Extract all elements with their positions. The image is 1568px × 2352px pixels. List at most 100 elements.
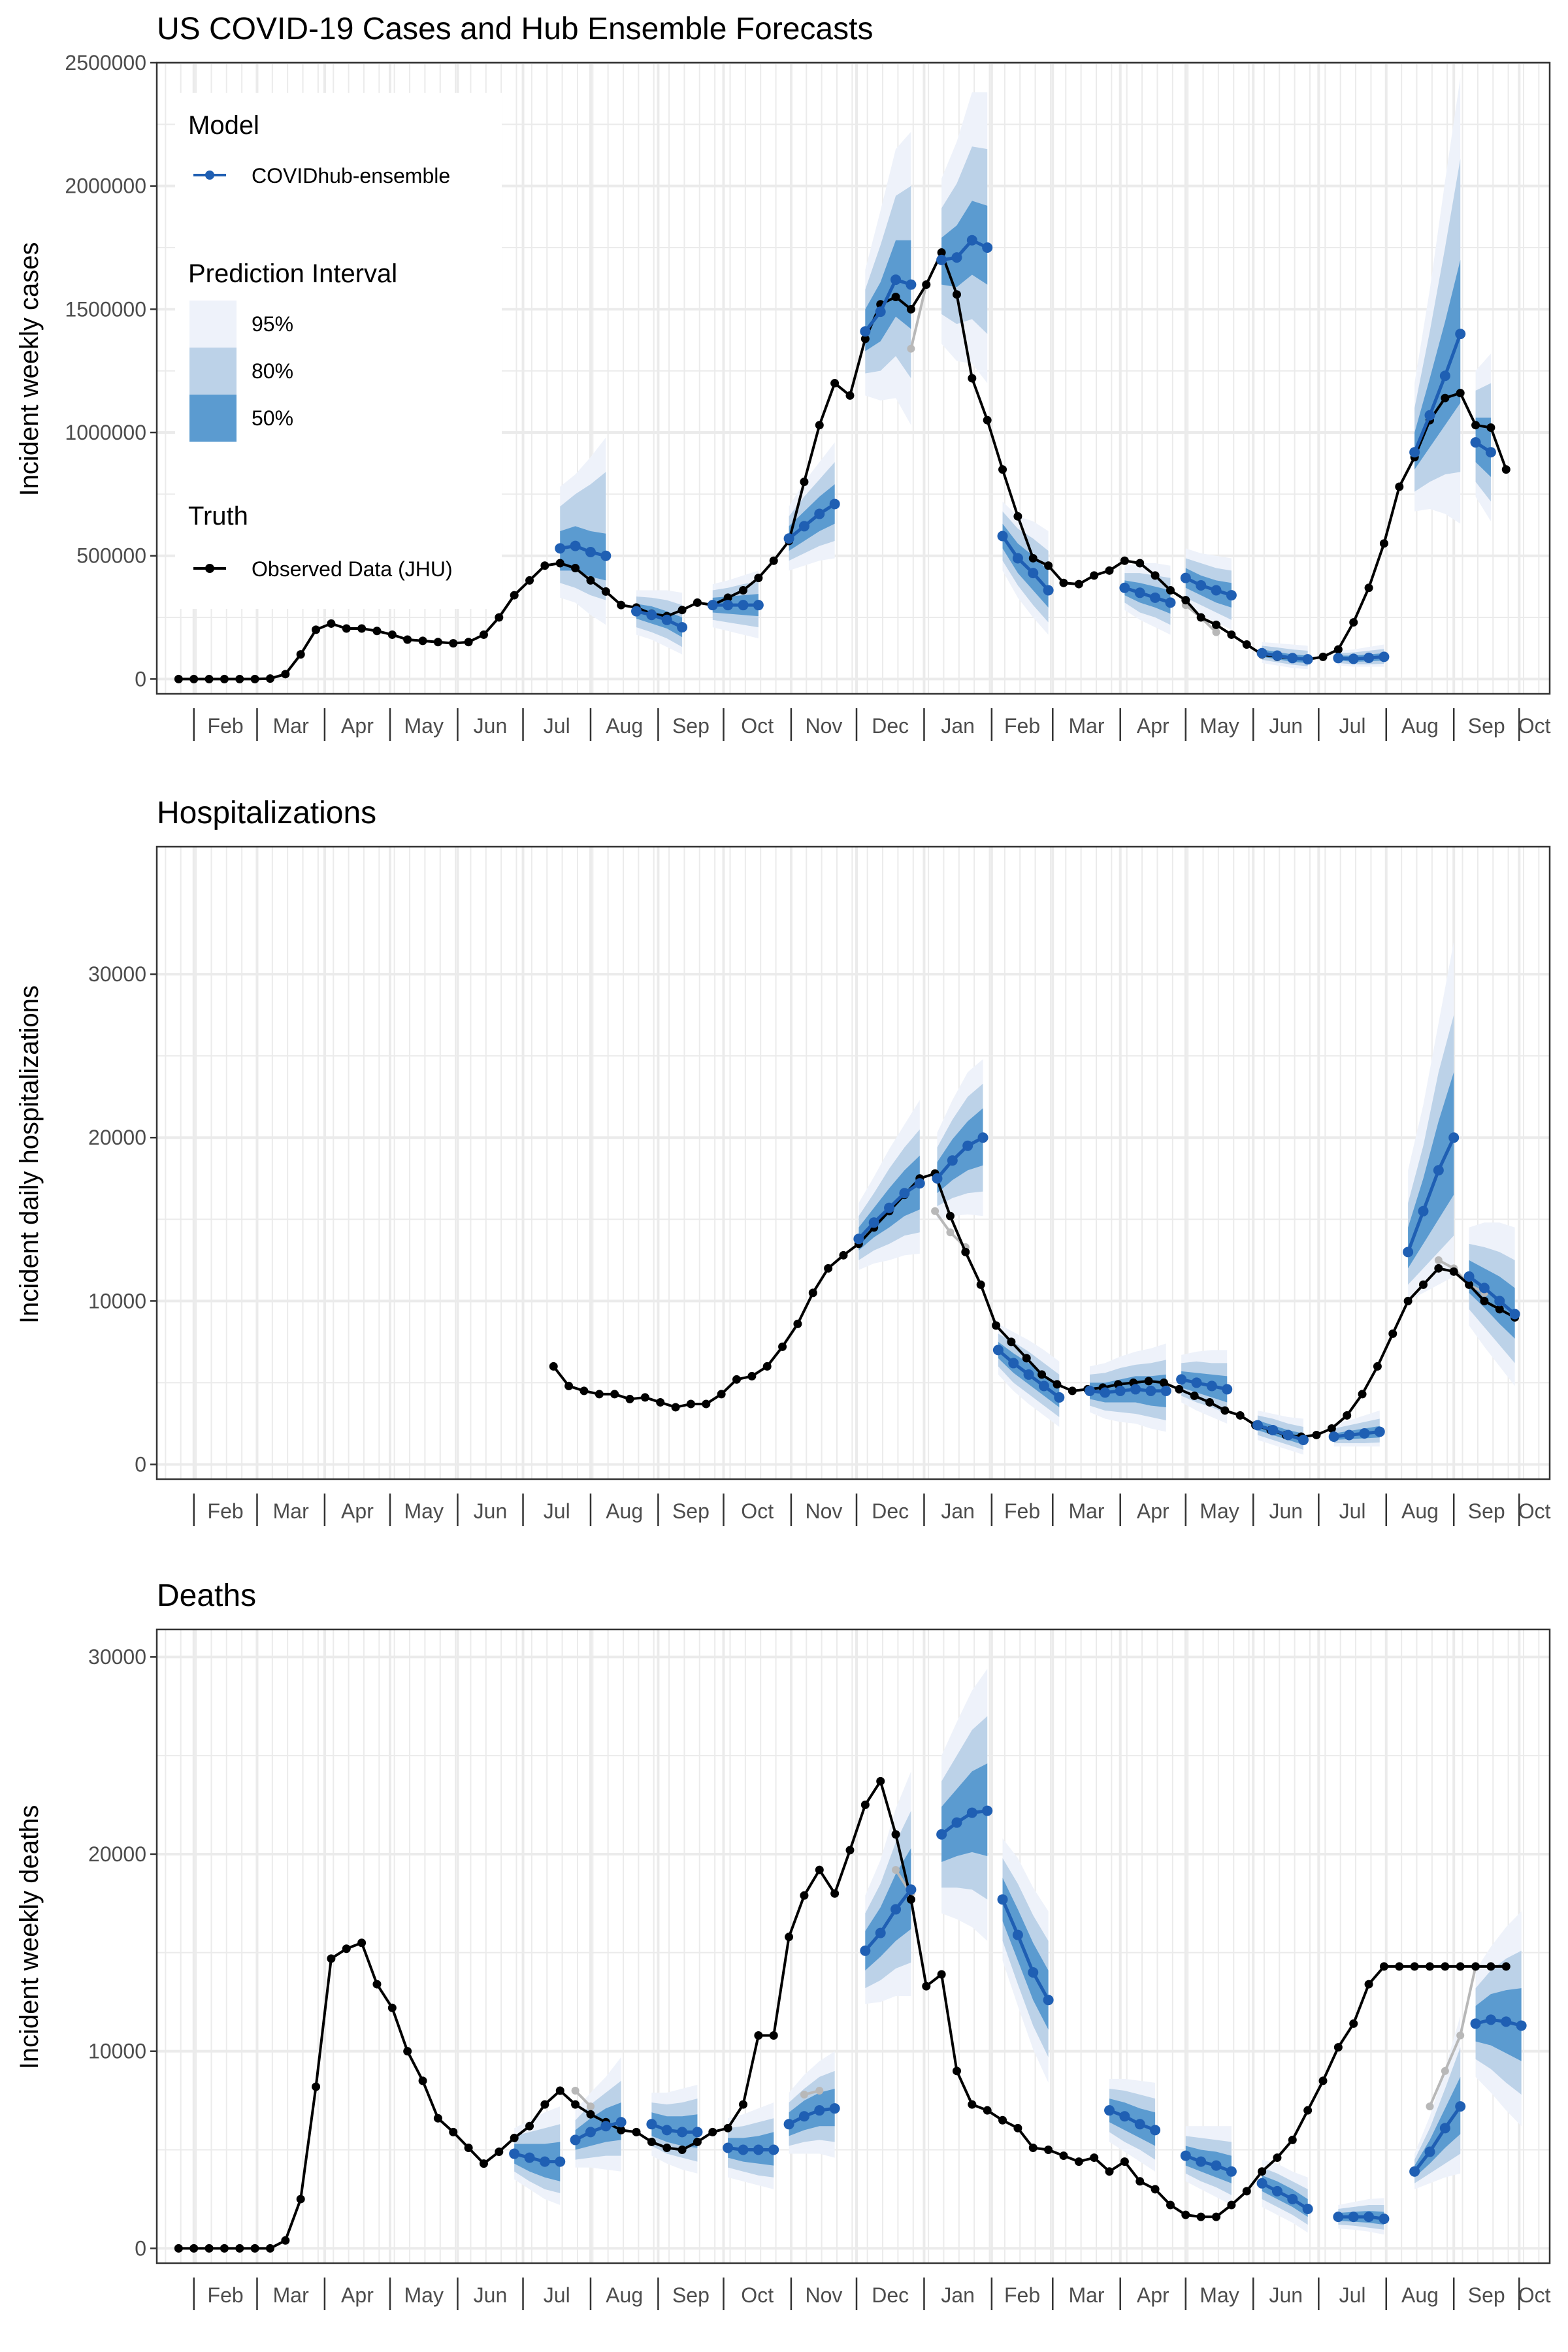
observed-point bbox=[1007, 1337, 1016, 1347]
revised-truth-point bbox=[1426, 2102, 1434, 2111]
deaths-panel-border bbox=[155, 1628, 1551, 2264]
observed-point bbox=[1303, 2106, 1313, 2115]
legend-truth-title: Truth bbox=[188, 502, 248, 531]
observed-point bbox=[342, 1944, 351, 1953]
observed-point bbox=[845, 1846, 855, 1855]
observed-point bbox=[296, 650, 305, 659]
observed-point bbox=[656, 1397, 665, 1407]
ensemble-median-line bbox=[1184, 576, 1232, 597]
x-tick-label: Jul bbox=[544, 1499, 570, 1523]
deaths-ensemble-series bbox=[509, 1805, 1527, 2225]
ensemble-median-point bbox=[539, 2156, 550, 2167]
ensemble-median-point bbox=[1119, 2111, 1130, 2122]
revised-truth-line bbox=[909, 284, 928, 350]
ensemble-median-point bbox=[1134, 2119, 1145, 2130]
revised-truth-point bbox=[1441, 2066, 1449, 2075]
y-tick-label: 30000 bbox=[88, 1645, 146, 1669]
cases-x-axis: Feb Mar Apr May Jun Jul Aug Sep Oct Nov Dec Jan Feb M… bbox=[193, 708, 1551, 741]
observed-point bbox=[998, 2115, 1007, 2125]
observed-point bbox=[1120, 556, 1129, 565]
ensemble-median-point bbox=[723, 600, 734, 611]
observed-point bbox=[1388, 1329, 1397, 1338]
y-tick-label: 2500000 bbox=[65, 51, 146, 74]
observed-point bbox=[1395, 482, 1404, 491]
ensemble-median-point bbox=[1134, 587, 1145, 598]
observed-point bbox=[686, 1399, 695, 1409]
ensemble-median-point bbox=[906, 1884, 917, 1895]
x-tick-label: Oct bbox=[1518, 1499, 1551, 1523]
observed-point bbox=[204, 2244, 214, 2253]
ensemble-median-line bbox=[636, 610, 683, 629]
observed-point bbox=[839, 1250, 848, 1260]
x-tick-label: Sep bbox=[672, 714, 710, 738]
ensemble-median-point bbox=[936, 1829, 947, 1840]
x-tick-label: Sep bbox=[672, 2283, 710, 2307]
x-tick-label: Jun bbox=[474, 714, 508, 738]
x-tick-label: Jun bbox=[1269, 1499, 1303, 1523]
ensemble-median-point bbox=[1409, 447, 1420, 458]
observed-point bbox=[876, 1776, 885, 1786]
observed-point bbox=[403, 635, 412, 644]
ensemble-median-point bbox=[1256, 647, 1267, 659]
observed-point bbox=[1053, 1380, 1062, 1389]
ensemble-median-line bbox=[727, 2146, 774, 2152]
observed-point bbox=[1037, 1370, 1047, 1379]
x-tick-label: Aug bbox=[1401, 714, 1439, 738]
observed-point bbox=[250, 2244, 259, 2253]
x-tick-label: Jun bbox=[1269, 714, 1303, 738]
observed-point bbox=[1028, 2143, 1037, 2152]
panel-border bbox=[155, 61, 1551, 695]
revised-truth-point bbox=[1212, 628, 1220, 636]
ensemble-median-point bbox=[585, 2127, 596, 2138]
ensemble-median-point bbox=[1418, 1205, 1429, 1217]
observed-point bbox=[564, 1381, 574, 1390]
ensemble-median-line bbox=[1001, 1899, 1050, 2001]
observed-point bbox=[708, 2127, 717, 2136]
observed-point bbox=[808, 1288, 817, 1298]
observed-point bbox=[479, 630, 488, 639]
ensemble-median-point bbox=[677, 2127, 688, 2138]
observed-point bbox=[830, 379, 840, 388]
observed-point bbox=[1434, 1264, 1443, 1273]
ensemble-median-point bbox=[1222, 1384, 1233, 1395]
ensemble-median-point bbox=[1271, 2185, 1282, 2197]
observed-point bbox=[702, 1399, 711, 1409]
observed-point bbox=[952, 290, 961, 299]
x-tick-label: Oct bbox=[741, 2283, 774, 2307]
ensemble-median-point bbox=[1267, 1424, 1279, 1435]
ensemble-median-point bbox=[997, 531, 1008, 542]
observed-point bbox=[1449, 1267, 1458, 1276]
observed-point bbox=[922, 1982, 931, 1991]
observed-point bbox=[312, 2082, 321, 2091]
ensemble-median-point bbox=[1028, 568, 1039, 579]
ensemble-median-point bbox=[783, 533, 794, 544]
deaths-y-axis: 0 10000 20000 30000 bbox=[88, 1645, 157, 2260]
observed-point bbox=[1441, 393, 1450, 402]
revised-truth-point bbox=[892, 1866, 900, 1874]
y-tick-label: 0 bbox=[135, 2236, 146, 2260]
y-tick-label: 30000 bbox=[88, 962, 146, 986]
observed-point bbox=[754, 2031, 763, 2040]
x-tick-label: Feb bbox=[208, 2283, 244, 2307]
ensemble-median-point bbox=[1424, 410, 1435, 421]
revised-truth-point bbox=[946, 1228, 955, 1237]
ensemble-median-point bbox=[1100, 1387, 1111, 1398]
y-tick-label: 2000000 bbox=[65, 174, 146, 198]
observed-point bbox=[1379, 1962, 1388, 1971]
observed-point bbox=[983, 2106, 992, 2115]
observed-point bbox=[1159, 1378, 1168, 1387]
observed-point bbox=[937, 248, 946, 257]
observed-point bbox=[433, 2114, 442, 2123]
ensemble-median-point bbox=[1328, 1431, 1339, 1442]
hospitalizations-panel: Hospitalizations Incident daily hospital… bbox=[15, 796, 1551, 1526]
observed-point bbox=[1212, 2212, 1221, 2221]
observed-point bbox=[1318, 2076, 1328, 2085]
x-tick-label: Aug bbox=[1401, 1499, 1439, 1523]
ensemble-median-point bbox=[1433, 1165, 1444, 1176]
ensemble-median-point bbox=[977, 1132, 988, 1143]
ensemble-median-point bbox=[1130, 1384, 1141, 1395]
ensemble-median-point bbox=[1150, 2125, 1161, 2136]
observed-point bbox=[1501, 465, 1511, 474]
observed-point bbox=[204, 674, 214, 683]
observed-point bbox=[998, 465, 1007, 474]
